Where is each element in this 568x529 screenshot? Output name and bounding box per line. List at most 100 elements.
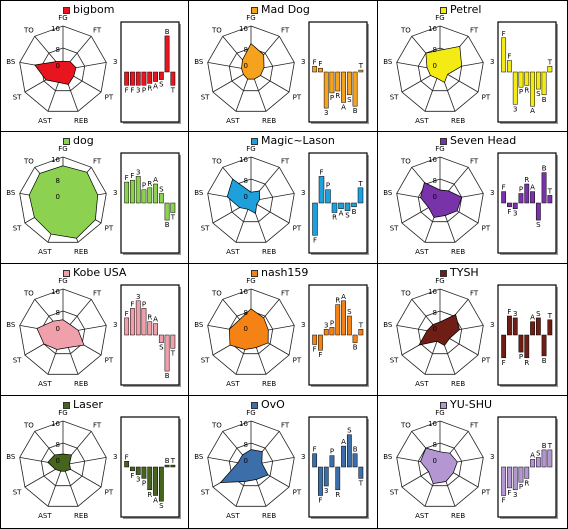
bar-label: S [347, 427, 352, 435]
bar [518, 193, 524, 204]
bar [335, 71, 341, 92]
radar-spoke [62, 457, 107, 466]
bar [318, 67, 323, 73]
panel-title: Magic~Lason [251, 135, 335, 147]
radar-axis-label: FT [93, 157, 102, 165]
bar-label: 3 [324, 109, 328, 117]
bar-label: F [507, 53, 511, 61]
radar-axis-label: TO [23, 157, 34, 165]
bar-label: S [347, 96, 352, 104]
radar-axis-label: AST [226, 117, 240, 125]
team-name: dog [73, 134, 94, 147]
bar-label: P [142, 479, 146, 487]
radar-ring [19, 288, 107, 375]
radar-axis-label: 3 [113, 453, 117, 461]
radar-axis-label: PT [482, 225, 491, 233]
radar-axis-label: ST [13, 225, 22, 233]
bar [158, 466, 164, 502]
bar [507, 202, 512, 208]
radar-ring [207, 25, 295, 112]
radar-scale-label: 8 [244, 309, 248, 317]
radar-axis-label: AST [415, 380, 429, 388]
bar [130, 308, 135, 336]
team-panel: nash159 FG FT 3 PT REB AST ST BS TO 16 8 0 F F 3 P R A S B T [189, 264, 378, 396]
bar [352, 334, 358, 343]
bar [346, 434, 352, 468]
radar-axis-label: AST [415, 512, 429, 520]
bar [158, 334, 164, 343]
radar-axis-label: REB [74, 248, 88, 256]
bar-label: F [313, 236, 317, 244]
legend-swatch [63, 137, 70, 145]
radar-axis-label: FT [470, 289, 479, 297]
bar-label: 3 [136, 86, 140, 94]
bar [518, 71, 524, 88]
bar-label: A [530, 107, 535, 115]
bar [312, 453, 318, 468]
bar [318, 176, 325, 204]
radar-axis-label: ST [13, 357, 22, 365]
bar-label: F [502, 359, 506, 367]
radar-axis-label: BS [6, 189, 16, 197]
radar-scale-label: 8 [433, 441, 437, 449]
radar-axis-label: BS [6, 58, 16, 66]
bar [147, 187, 153, 204]
bar-label: A [153, 316, 158, 324]
radar-axis-label: TO [400, 26, 411, 34]
legend-swatch [63, 6, 70, 14]
radar-chart: FG FT 3 PT REB AST ST BS TO 16 8 0 [383, 145, 494, 256]
legend-swatch [440, 137, 447, 145]
bar [323, 466, 329, 487]
bar [124, 71, 130, 86]
radar-axis-label: FT [93, 289, 102, 297]
bar-label: F [318, 351, 322, 359]
bar [130, 466, 135, 472]
radar-ring [228, 47, 274, 92]
radar-axis-label: TO [400, 157, 411, 165]
bar-label: T [170, 86, 176, 94]
radar-axis-label: FG [58, 145, 67, 153]
radar-axis-label: AST [226, 512, 240, 520]
bar [312, 202, 318, 236]
radar-axis-label: ST [201, 357, 210, 365]
radar-axis-label: 3 [490, 321, 494, 329]
bar-label: F [125, 86, 129, 94]
team-name: OvO [261, 398, 285, 411]
bar-label: T [547, 58, 553, 66]
panel-title: Petrel [440, 4, 481, 16]
bar-label: B [165, 221, 170, 229]
panel-title: YU-SHU [440, 399, 492, 411]
radar-axis-label: BS [194, 58, 204, 66]
bar [358, 329, 364, 336]
team-name: Laser [73, 398, 103, 411]
radar-shape [420, 447, 458, 484]
radar-axis-label: ST [390, 225, 399, 233]
bar [524, 466, 530, 479]
bar-label: F [507, 308, 511, 316]
bar-label: P [142, 86, 146, 94]
radar-axis-label: PT [293, 225, 302, 233]
legend-swatch [63, 401, 70, 409]
bar-label: F [125, 174, 129, 182]
team-panel: Mad Dog FG FT 3 PT REB AST ST BS TO 16 8 0 F F 3 P R A S B T [189, 1, 378, 132]
panel-title: Kobe USA [63, 267, 126, 279]
bar-label: R [524, 86, 529, 94]
legend-swatch [251, 401, 258, 409]
bar-label: P [142, 182, 146, 190]
radar-scale-label: 16 [51, 156, 60, 164]
radar-axis-label: ST [201, 225, 210, 233]
radar-axis-label: FG [435, 277, 444, 285]
bar [507, 466, 512, 489]
bar-label: T [358, 62, 364, 70]
bar [535, 317, 541, 336]
panel-title: nash159 [251, 267, 308, 279]
radar-axis-label: AST [38, 248, 52, 256]
radar-axis-label: FG [435, 14, 444, 22]
